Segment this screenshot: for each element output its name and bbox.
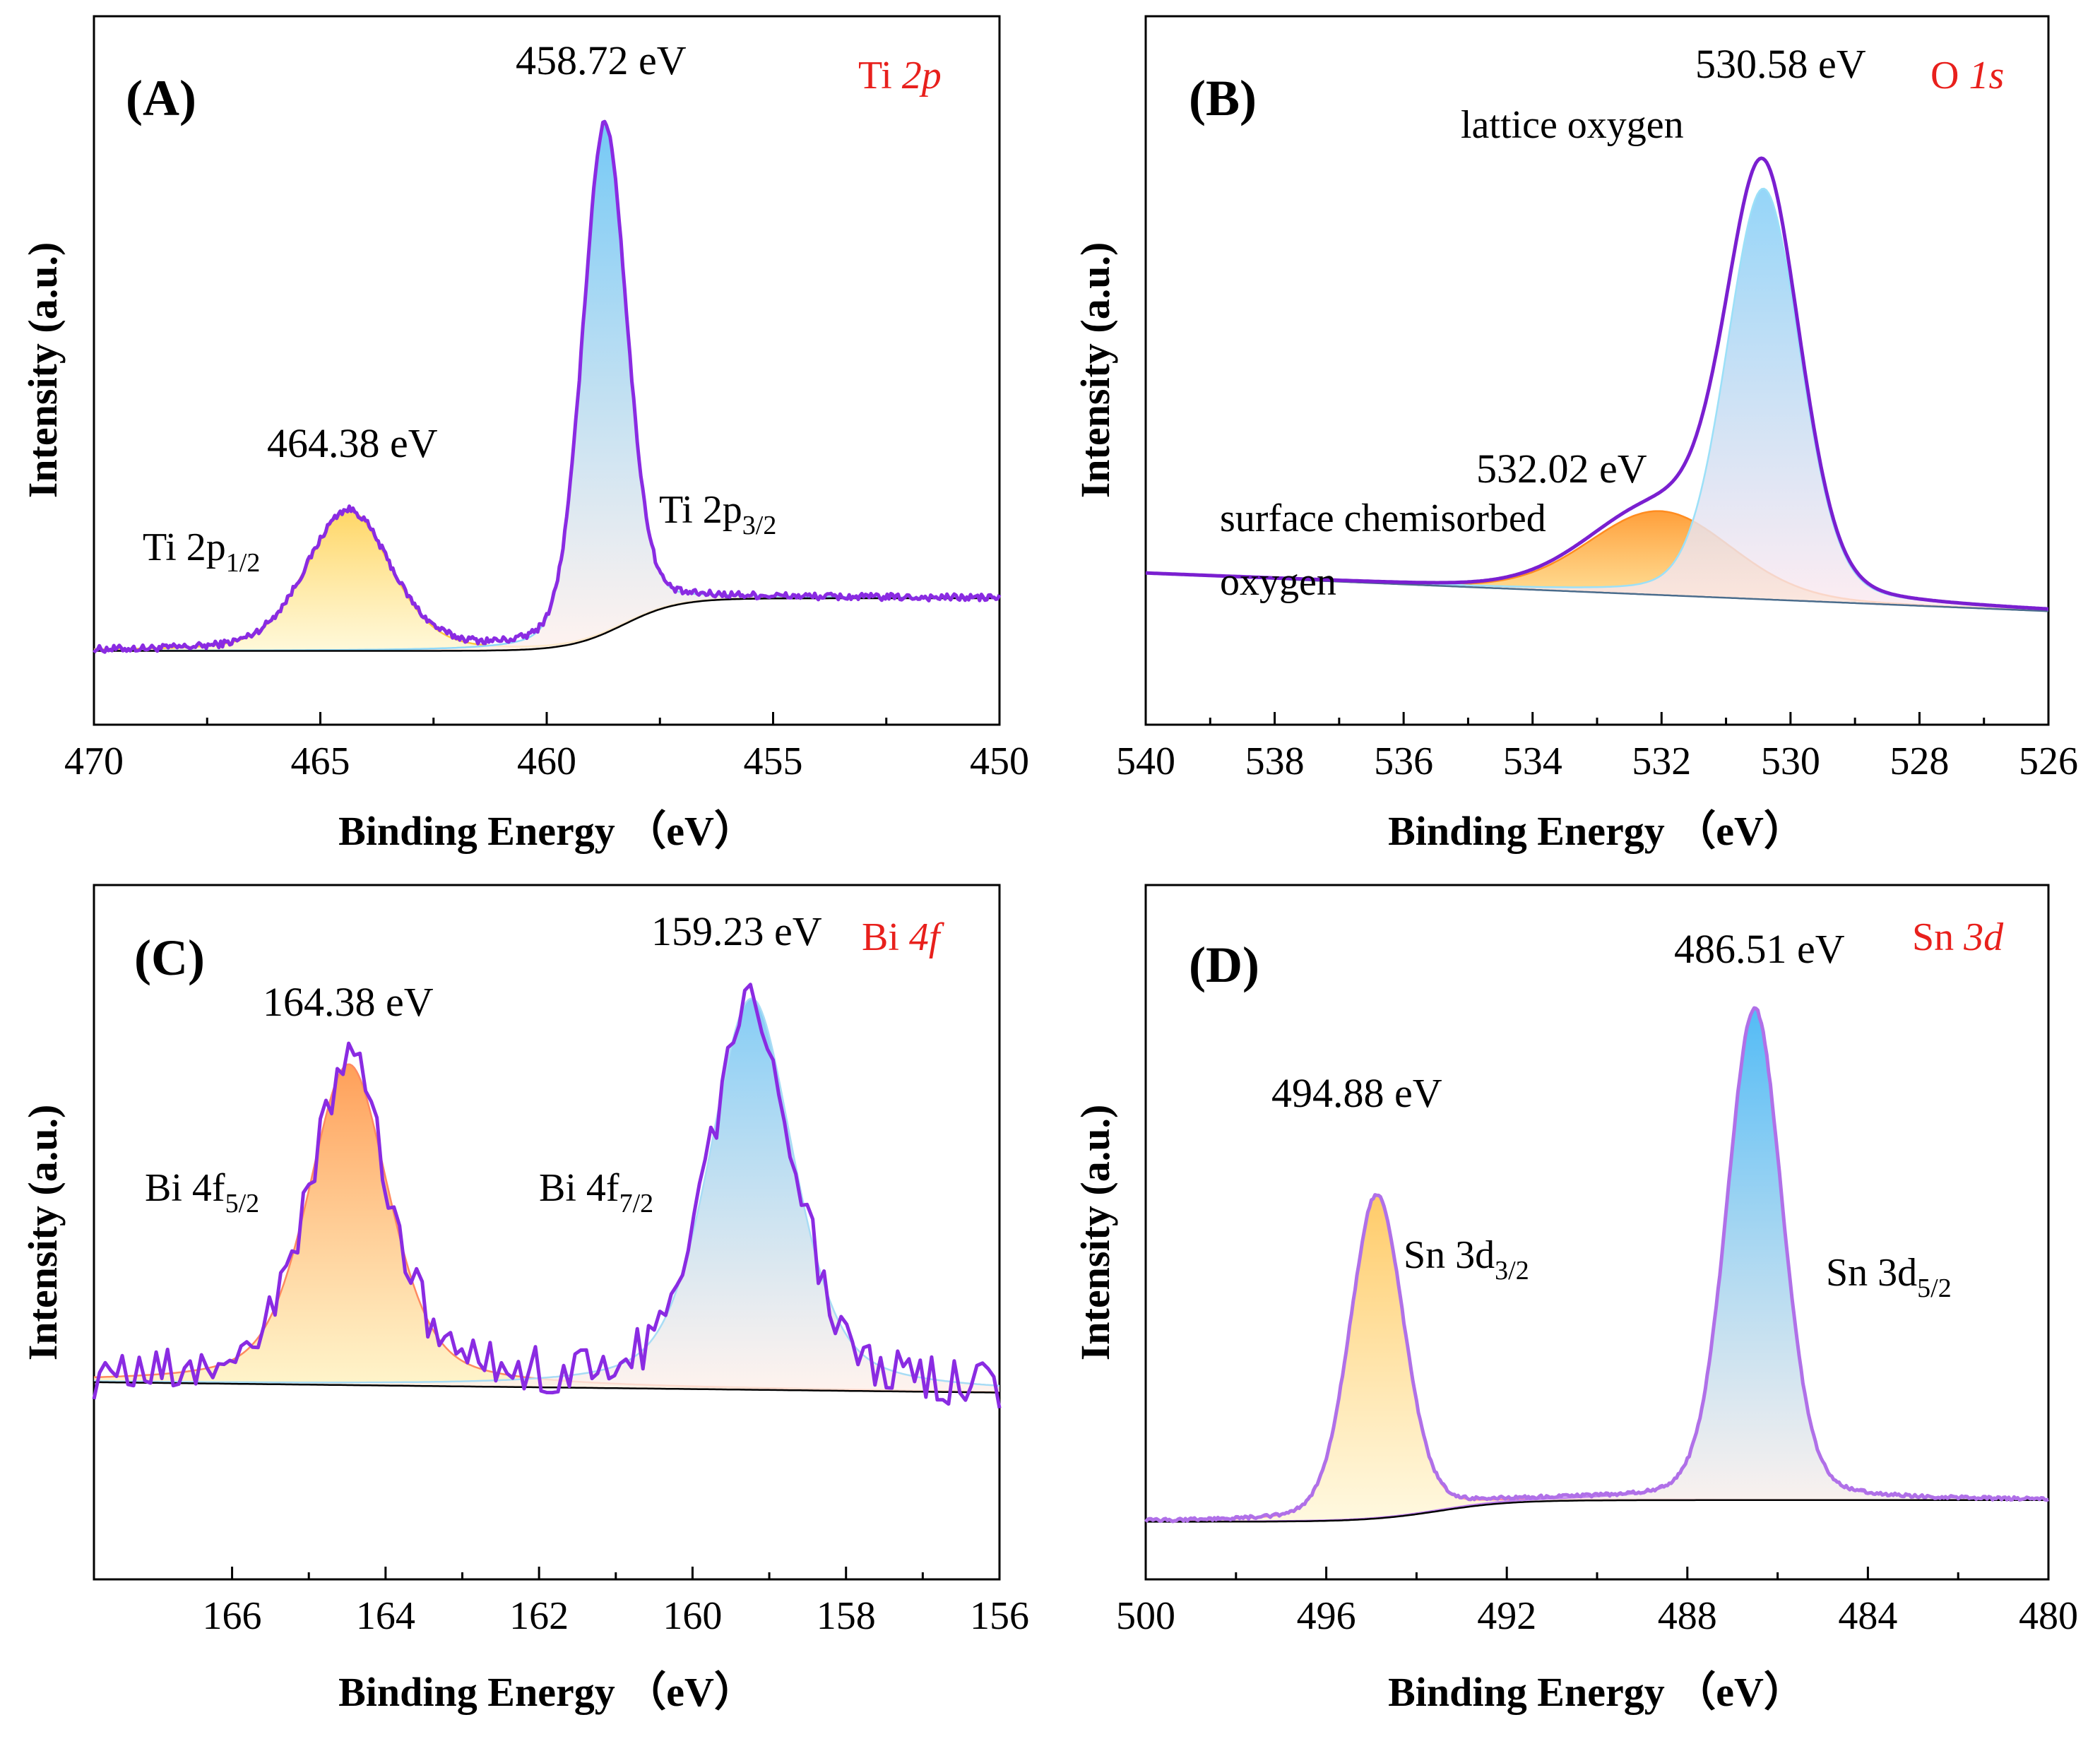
y-axis-title: Intensity (a.u.) — [20, 242, 66, 499]
background-line — [1146, 1499, 2048, 1523]
x-tick-label: 496 — [1297, 1594, 1356, 1638]
x-tick-label: 465 — [291, 740, 350, 783]
peak-label-1: 486.51 eV — [1674, 926, 1845, 972]
panel-b: 540 538 536 534 532 530 528 526 (B) O 1s 530.58… — [1072, 15, 2078, 854]
peak-label-0: 464.38 eV — [267, 420, 438, 466]
x-tick-label: 162 — [509, 1594, 569, 1638]
x-tick-label: 160 — [663, 1594, 722, 1638]
element-label: Ti 2p — [858, 54, 942, 97]
plot-frame — [1144, 884, 2050, 1581]
peak-label-1: 530.58 eV — [1695, 41, 1866, 87]
panel-d: 500 496 492 488 484 480 (D) Sn 3d 486.51 eV 4… — [1072, 884, 2078, 1715]
species-label-1: Bi 4f7/2 — [539, 1166, 653, 1218]
x-tick-label: 156 — [970, 1594, 1029, 1638]
x-tick-label: 528 — [1890, 740, 1949, 783]
x-tick-label: 484 — [1838, 1594, 1897, 1638]
x-tick-label: 536 — [1374, 740, 1433, 783]
x-tick-label: 500 — [1116, 1594, 1175, 1638]
element-label: Bi 4f — [862, 915, 945, 959]
peak-label-1: 458.72 eV — [516, 37, 687, 83]
x-axis-title: Binding Energy （eV） — [338, 808, 755, 854]
species-label-0: surface chemisorbed — [1220, 497, 1546, 540]
x-ticks: 166 164 162 160 158 156 — [203, 1567, 1029, 1638]
x-tick-label: 534 — [1503, 740, 1562, 783]
peak-fill-1 — [1146, 189, 2048, 612]
x-tick-label: 530 — [1761, 740, 1820, 783]
species-label-0: Sn 3d3/2 — [1404, 1233, 1529, 1286]
x-axis-title: Binding Energy （eV） — [1388, 808, 1805, 854]
peak-outline-1 — [94, 997, 1000, 1387]
x-tick-label: 166 — [203, 1594, 262, 1638]
plot-frame — [93, 884, 1001, 1581]
y-axis-title: Intensity (a.u.) — [1072, 1105, 1118, 1361]
species-label-0: Ti 2p1/2 — [143, 526, 260, 578]
envelope-line — [93, 119, 1002, 654]
species-label-1: Ti 2p3/2 — [659, 488, 776, 540]
envelope-line — [1145, 156, 2049, 611]
background-line — [93, 1381, 999, 1394]
peak-fill-0 — [1146, 511, 2048, 612]
peak-fill-0 — [94, 1064, 999, 1393]
panel-c: 166 164 162 160 158 156 (C) Bi 4f 159.23 eV 1… — [20, 884, 1029, 1715]
x-axis-title: Binding Energy （eV） — [1388, 1669, 1805, 1715]
x-tick-label: 526 — [2019, 740, 2078, 783]
x-ticks: 540 538 536 534 532 530 528 526 — [1116, 712, 2078, 783]
x-tick-label: 492 — [1477, 1594, 1536, 1638]
panel-label: (D) — [1189, 937, 1259, 993]
peak-fill-0 — [94, 510, 999, 651]
peak-label-0: 494.88 eV — [1271, 1070, 1442, 1116]
x-tick-label: 488 — [1658, 1594, 1717, 1638]
y-axis-title: Intensity (a.u.) — [1072, 242, 1118, 499]
x-tick-label: 480 — [2019, 1594, 2078, 1638]
envelope-line — [92, 983, 1002, 1409]
x-ticks: 500 496 492 488 484 480 — [1116, 1567, 2078, 1638]
plot-area — [92, 983, 1002, 1409]
peak-fill-1 — [94, 998, 999, 1393]
peak-outline-0 — [1146, 1194, 2048, 1521]
species-label-1: Sn 3d5/2 — [1826, 1251, 1952, 1303]
plot-area — [93, 119, 1002, 654]
x-tick-label: 470 — [64, 740, 124, 783]
panel-label: (B) — [1189, 70, 1257, 126]
peak-fill-0 — [1146, 1194, 2048, 1522]
element-label: O 1s — [1930, 54, 2004, 97]
x-tick-label: 532 — [1632, 740, 1691, 783]
peak-outline-0 — [93, 1063, 1000, 1393]
panel-label: (A) — [126, 70, 196, 126]
peak-label-1: 159.23 eV — [651, 908, 822, 954]
x-axis-title: Binding Energy （eV） — [338, 1669, 755, 1715]
x-tick-label: 538 — [1245, 740, 1305, 783]
panel-a: 470 465 460 455 450 (A) Ti 2p 458.72 eV 464.… — [20, 15, 1029, 854]
plot-area — [1145, 156, 2049, 612]
envelope-line — [1144, 1006, 2049, 1524]
peak-label-0: 164.38 eV — [263, 979, 434, 1025]
species-label-0: Bi 4f5/2 — [145, 1166, 259, 1218]
plot-area — [1144, 1006, 2049, 1524]
x-tick-label: 158 — [817, 1594, 876, 1638]
panel-label: (C) — [134, 930, 205, 986]
x-tick-label: 455 — [744, 740, 803, 783]
element-label: Sn 3d — [1912, 915, 2004, 959]
x-tick-label: 540 — [1116, 740, 1175, 783]
x-ticks: 470 465 460 455 450 — [64, 712, 1029, 783]
x-tick-label: 164 — [356, 1594, 415, 1638]
species-label-1: lattice oxygen — [1461, 103, 1684, 147]
peak-label-0: 532.02 eV — [1476, 446, 1647, 492]
species-label-0-line2: oxygen — [1220, 560, 1336, 604]
y-axis-title: Intensity (a.u.) — [20, 1105, 66, 1361]
x-tick-label: 460 — [517, 740, 576, 783]
x-tick-label: 450 — [970, 740, 1029, 783]
